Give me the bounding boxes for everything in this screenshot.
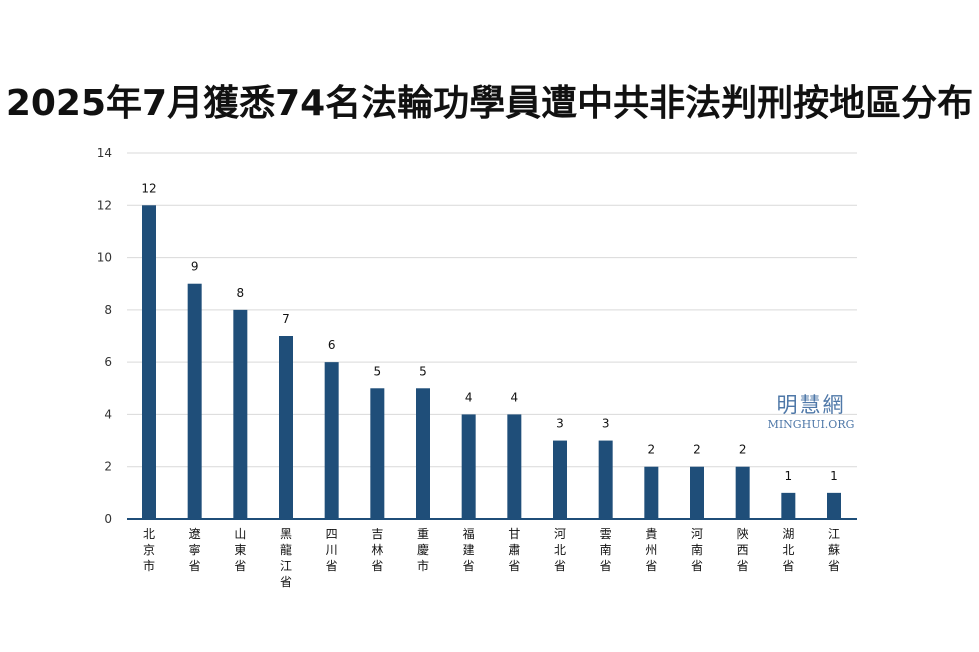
data-label: 9 bbox=[191, 260, 199, 274]
minghui-watermark: 明慧網 MINGHUI.ORG bbox=[756, 392, 866, 432]
x-tick-label: 北京市 bbox=[143, 527, 155, 573]
data-label: 3 bbox=[556, 417, 564, 431]
bar bbox=[781, 492, 796, 519]
bar bbox=[553, 440, 567, 519]
data-label: 2 bbox=[739, 443, 747, 457]
data-label: 3 bbox=[602, 417, 610, 431]
y-tick-label: 2 bbox=[104, 460, 112, 474]
data-label: 5 bbox=[374, 364, 382, 378]
data-label: 1 bbox=[785, 469, 793, 483]
y-tick-label: 0 bbox=[104, 512, 112, 526]
data-label: 1 bbox=[830, 469, 838, 483]
x-tick-label: 四川省 bbox=[326, 527, 338, 573]
x-tick-label: 江蘇省 bbox=[828, 527, 840, 573]
x-tick-label: 山東省 bbox=[234, 527, 246, 573]
x-tick-label: 重慶市 bbox=[417, 527, 429, 573]
bar bbox=[142, 205, 156, 520]
y-tick-label: 14 bbox=[97, 146, 112, 160]
bar bbox=[279, 336, 293, 519]
x-tick-label: 黑龍江省 bbox=[280, 527, 292, 589]
x-tick-label: 雲南省 bbox=[600, 527, 612, 573]
bar bbox=[507, 414, 522, 519]
x-tick-label: 福建省 bbox=[463, 526, 475, 573]
bar bbox=[827, 492, 841, 519]
data-label: 4 bbox=[511, 390, 519, 404]
bar bbox=[187, 283, 202, 519]
x-tick-label: 陝西省 bbox=[737, 526, 749, 573]
data-label: 2 bbox=[648, 443, 656, 457]
data-label: 2 bbox=[693, 443, 701, 457]
data-label: 5 bbox=[419, 364, 427, 378]
data-label: 7 bbox=[282, 312, 290, 326]
bar bbox=[644, 466, 659, 519]
data-label: 4 bbox=[465, 390, 473, 404]
y-tick-label: 4 bbox=[104, 407, 112, 421]
bar bbox=[416, 388, 430, 519]
y-tick-label: 6 bbox=[104, 355, 112, 369]
y-tick-label: 12 bbox=[97, 198, 112, 212]
x-tick-label: 遼寧省 bbox=[189, 527, 201, 573]
y-tick-label: 8 bbox=[104, 303, 112, 317]
watermark-english: MINGHUI.ORG bbox=[767, 418, 855, 431]
x-tick-label: 貴州省 bbox=[645, 527, 657, 573]
data-label: 6 bbox=[328, 338, 336, 352]
data-label: 12 bbox=[141, 181, 156, 195]
data-label: 8 bbox=[237, 286, 245, 300]
bar bbox=[370, 388, 385, 519]
bar bbox=[233, 309, 248, 519]
chart-title: 2025年7月獲悉74名法輪功學員遭中共非法判刑按地區分布 bbox=[5, 83, 974, 124]
y-tick-label: 10 bbox=[97, 251, 112, 265]
bar bbox=[690, 466, 704, 519]
bar bbox=[598, 440, 613, 519]
bar bbox=[735, 466, 750, 519]
x-tick-label: 河南省 bbox=[691, 527, 703, 573]
x-tick-label: 湖北省 bbox=[782, 526, 794, 573]
watermark-chinese: 明慧網 bbox=[776, 393, 846, 417]
x-tick-label: 吉林省 bbox=[371, 527, 383, 573]
x-tick-label: 甘肅省 bbox=[508, 527, 520, 573]
x-tick-label: 河北省 bbox=[554, 527, 566, 573]
bar bbox=[461, 414, 476, 519]
bar bbox=[324, 362, 339, 519]
